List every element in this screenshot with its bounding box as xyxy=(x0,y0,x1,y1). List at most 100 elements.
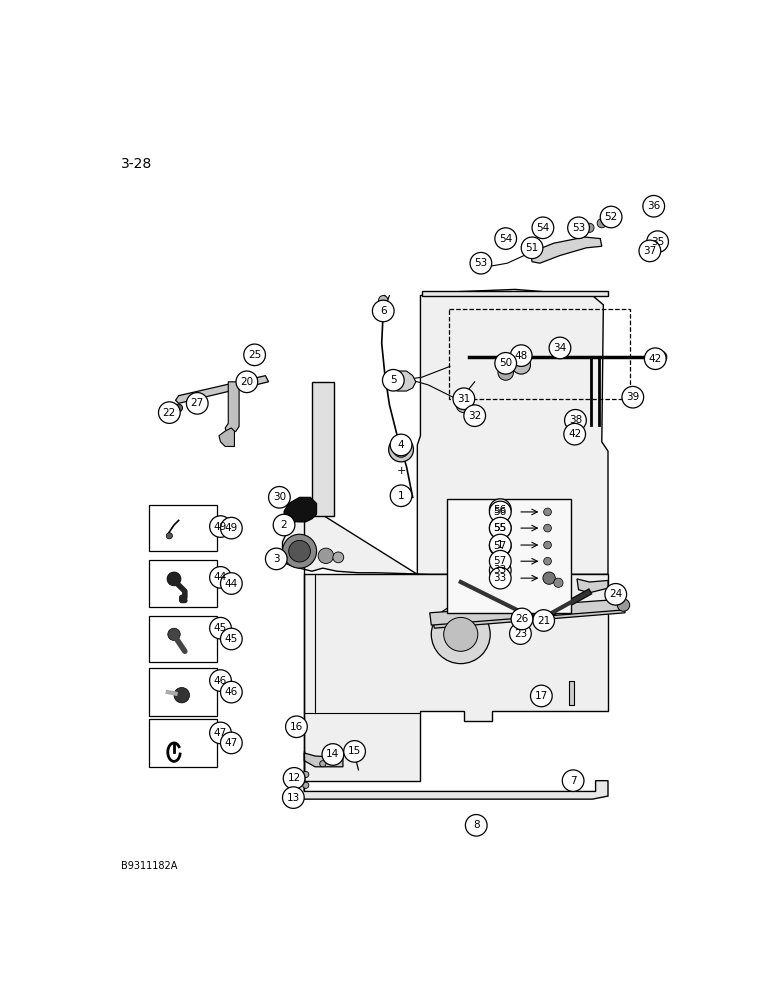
Text: 1: 1 xyxy=(398,491,405,501)
Circle shape xyxy=(639,240,661,262)
Circle shape xyxy=(453,388,475,410)
Circle shape xyxy=(643,195,665,217)
Circle shape xyxy=(221,628,242,650)
Polygon shape xyxy=(304,574,608,781)
Bar xyxy=(149,505,218,551)
Circle shape xyxy=(210,670,232,691)
Circle shape xyxy=(236,371,258,393)
Text: 51: 51 xyxy=(526,243,539,253)
Circle shape xyxy=(244,344,266,366)
Circle shape xyxy=(456,397,472,413)
Text: 7: 7 xyxy=(570,776,577,786)
Text: 44: 44 xyxy=(225,579,238,589)
Circle shape xyxy=(543,572,555,584)
Text: 37: 37 xyxy=(643,246,656,256)
Text: 39: 39 xyxy=(626,392,639,402)
Circle shape xyxy=(489,560,511,581)
Text: 33: 33 xyxy=(493,565,507,575)
Circle shape xyxy=(174,687,189,703)
Text: 31: 31 xyxy=(457,394,470,404)
Circle shape xyxy=(489,499,511,520)
Circle shape xyxy=(283,787,304,808)
Text: 26: 26 xyxy=(516,614,529,624)
Circle shape xyxy=(167,572,181,586)
Circle shape xyxy=(510,345,532,366)
Circle shape xyxy=(378,296,388,305)
Text: 35: 35 xyxy=(651,237,664,247)
Circle shape xyxy=(289,540,310,562)
Text: 55: 55 xyxy=(493,523,507,533)
Circle shape xyxy=(512,356,530,374)
Circle shape xyxy=(543,574,551,582)
Polygon shape xyxy=(422,291,608,296)
Circle shape xyxy=(466,815,487,836)
Text: 46: 46 xyxy=(214,676,227,686)
Circle shape xyxy=(489,534,511,556)
Circle shape xyxy=(543,557,551,565)
Circle shape xyxy=(549,337,571,359)
Text: 33: 33 xyxy=(493,573,507,583)
Circle shape xyxy=(210,567,232,588)
Text: B9311182A: B9311182A xyxy=(121,861,178,871)
Text: 17: 17 xyxy=(535,691,548,701)
Circle shape xyxy=(186,393,208,414)
Polygon shape xyxy=(283,289,608,574)
Text: 21: 21 xyxy=(537,615,550,626)
Circle shape xyxy=(388,437,414,462)
Circle shape xyxy=(533,610,554,631)
Polygon shape xyxy=(569,681,574,705)
Circle shape xyxy=(168,411,174,417)
Circle shape xyxy=(221,681,242,703)
Text: 30: 30 xyxy=(273,492,286,502)
Circle shape xyxy=(221,573,242,594)
Text: 36: 36 xyxy=(647,201,660,211)
Circle shape xyxy=(266,548,287,570)
Text: 2: 2 xyxy=(281,520,287,530)
Circle shape xyxy=(618,599,630,611)
Text: 53: 53 xyxy=(572,223,585,233)
Text: 4: 4 xyxy=(398,440,405,450)
Text: 55: 55 xyxy=(493,523,507,533)
Text: 27: 27 xyxy=(191,398,204,408)
Polygon shape xyxy=(530,237,602,263)
Circle shape xyxy=(283,534,317,568)
Text: 34: 34 xyxy=(554,343,567,353)
Circle shape xyxy=(647,231,669,252)
Bar xyxy=(149,616,218,662)
Circle shape xyxy=(543,524,551,532)
Circle shape xyxy=(489,501,511,523)
Text: 45: 45 xyxy=(225,634,238,644)
Text: 38: 38 xyxy=(569,415,582,425)
Circle shape xyxy=(393,442,409,457)
Text: 32: 32 xyxy=(468,411,481,421)
Circle shape xyxy=(655,351,667,363)
Circle shape xyxy=(320,761,326,767)
Text: 20: 20 xyxy=(240,377,253,387)
Text: 48: 48 xyxy=(515,351,528,361)
Circle shape xyxy=(489,550,511,572)
Circle shape xyxy=(489,517,511,539)
Circle shape xyxy=(622,386,644,408)
Text: 45: 45 xyxy=(214,623,227,633)
Circle shape xyxy=(174,404,182,412)
Text: 8: 8 xyxy=(473,820,479,830)
Bar xyxy=(149,719,218,767)
Circle shape xyxy=(318,548,334,564)
Circle shape xyxy=(532,217,554,239)
Circle shape xyxy=(390,485,412,507)
Polygon shape xyxy=(304,753,343,767)
Text: 57: 57 xyxy=(493,541,507,551)
Text: 46: 46 xyxy=(225,687,238,697)
Circle shape xyxy=(210,617,232,639)
Circle shape xyxy=(605,584,627,605)
Circle shape xyxy=(333,552,344,563)
Circle shape xyxy=(158,402,180,423)
Bar xyxy=(447,499,571,613)
Circle shape xyxy=(210,516,232,537)
Circle shape xyxy=(495,353,516,374)
Bar xyxy=(149,560,218,607)
Text: 42: 42 xyxy=(648,354,662,364)
Text: 49: 49 xyxy=(225,523,238,533)
Text: +: + xyxy=(396,466,406,476)
Text: 6: 6 xyxy=(380,306,387,316)
